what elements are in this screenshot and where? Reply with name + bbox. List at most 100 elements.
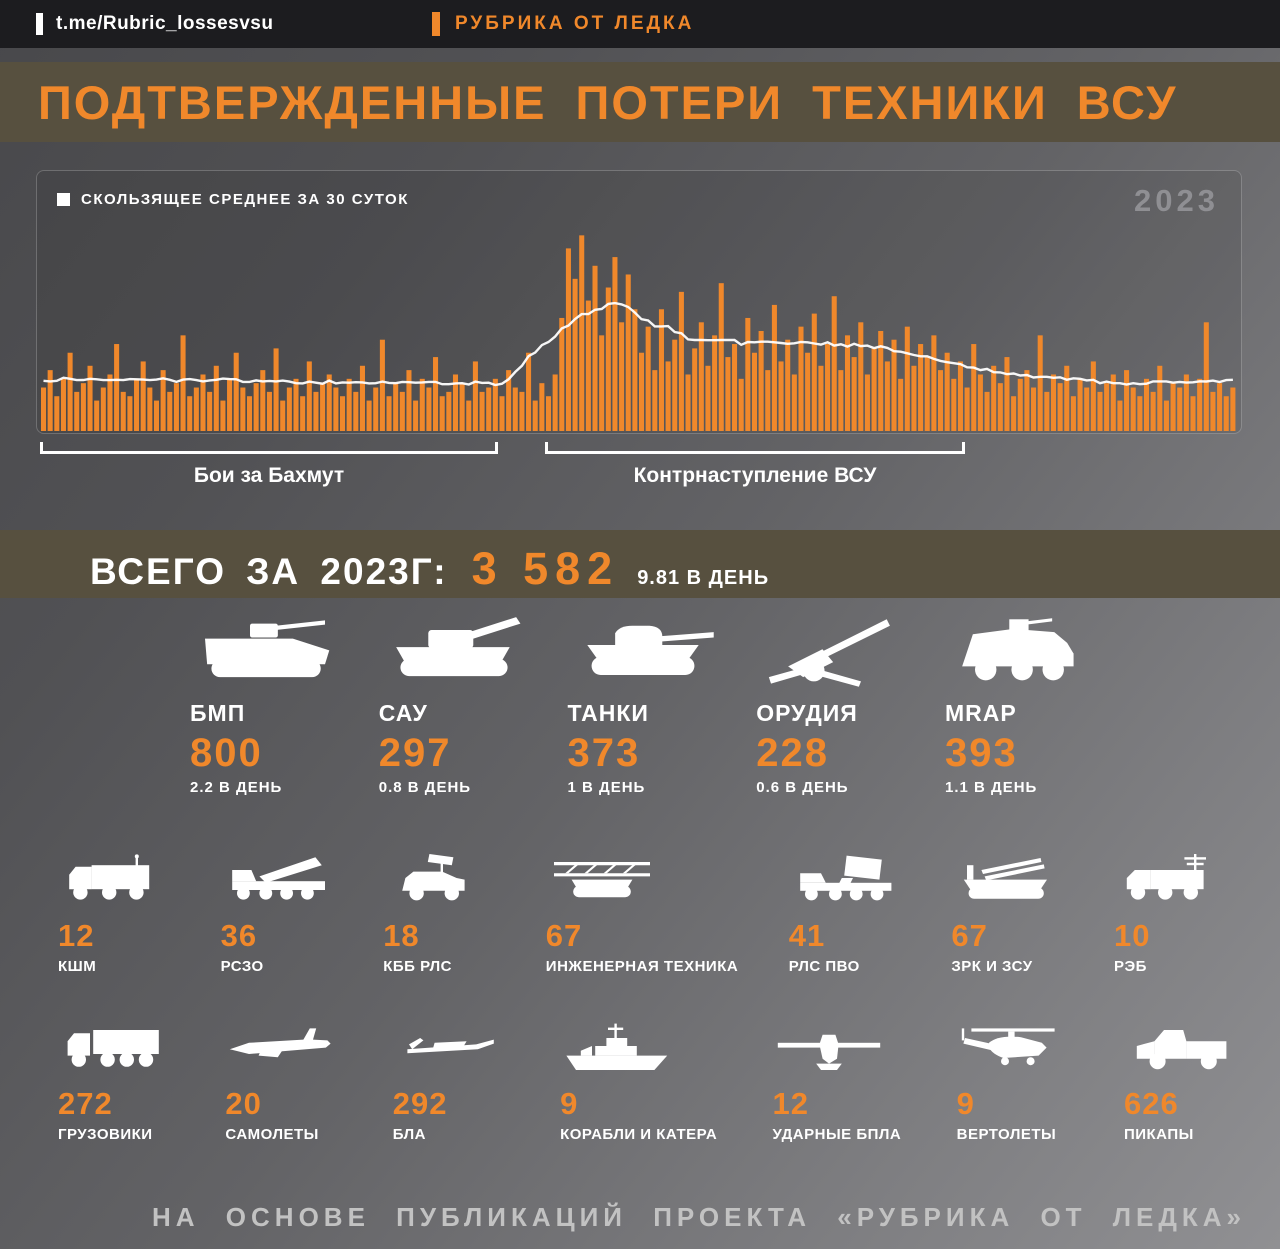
loss-bar: [127, 396, 133, 431]
loss-bar: [765, 370, 771, 431]
loss-bar: [738, 378, 744, 431]
loss-bar: [911, 365, 917, 431]
loss-bar: [572, 278, 578, 431]
loss-bar: [1163, 400, 1169, 431]
loss-bar: [864, 374, 870, 431]
total-summary-band: ВСЕГО ЗА 2023Г: 3 582 9.81 В ДЕНЬ: [0, 530, 1280, 598]
command-vehicle-icon: [58, 848, 170, 910]
loss-bar: [565, 248, 571, 431]
equipment-card: 20 САМОЛЕТЫ: [225, 1016, 337, 1143]
engineering-vehicle-icon: [546, 848, 658, 910]
loss-bar: [559, 317, 565, 431]
loss-bar: [1183, 374, 1189, 431]
equipment-count: 67: [951, 918, 988, 953]
equipment-row-1: БМП 800 2.2 В ДЕНЬ САУ 297 0.8 В ДЕНЬ ТАНКИ 373…: [190, 612, 1095, 796]
orange-bar-icon: [432, 12, 440, 36]
loss-bar: [785, 339, 791, 431]
loss-bar: [1084, 387, 1090, 431]
loss-bar: [399, 391, 405, 431]
loss-bar: [333, 387, 339, 431]
loss-bar: [678, 291, 684, 431]
loss-bar: [486, 387, 492, 431]
loss-bar: [459, 383, 465, 431]
equipment-per-day: 1.1 В ДЕНЬ: [945, 779, 1038, 796]
loss-bar: [944, 352, 950, 431]
loss-bar: [134, 378, 140, 431]
equipment-count: 373: [567, 731, 641, 775]
loss-bar: [1130, 387, 1136, 431]
daily-loss-bars: [41, 235, 1236, 431]
equipment-per-day: 1 В ДЕНЬ: [567, 779, 646, 796]
loss-bar: [419, 378, 425, 431]
loss-bar: [220, 400, 226, 431]
loss-bar: [585, 300, 591, 431]
equipment-name: ИНЖЕНЕРНАЯ ТЕХНИКА: [545, 958, 739, 975]
top-header-bar: t.me/Rubric_lossesvsu РУБРИКА ОТ ЛЕДКА: [0, 0, 1280, 48]
loss-bar: [147, 387, 153, 431]
loss-bar: [605, 287, 611, 431]
loss-bar: [712, 335, 718, 431]
loss-bar: [1190, 396, 1196, 431]
equipment-count: 41: [788, 918, 826, 953]
loss-bar: [592, 265, 598, 431]
loss-bar: [957, 361, 963, 431]
equipment-row-2: 12 КШМ 36 РСЗО 18 КББ РЛС 67 ИНЖЕНЕРНАЯ ТЕХНИКА…: [58, 848, 1226, 975]
loss-bar: [320, 383, 326, 431]
loss-bar: [340, 396, 346, 431]
loss-bar: [871, 348, 877, 431]
equipment-card: 36 РСЗО: [221, 848, 333, 975]
loss-bar: [187, 396, 193, 431]
white-bar-icon: [36, 13, 43, 35]
loss-bar: [300, 396, 306, 431]
loss-bar: [41, 387, 47, 431]
loss-bar: [1044, 391, 1050, 431]
counteroffensive-bracket: [545, 442, 965, 454]
loss-bar: [685, 374, 691, 431]
strike-drone-icon: [773, 1016, 885, 1078]
loss-bar: [140, 361, 146, 431]
equipment-card: БМП 800 2.2 В ДЕНЬ: [190, 612, 340, 796]
equipment-card: 12 УДАРНЫЕ БПЛА: [773, 1016, 902, 1143]
loss-bar: [599, 335, 605, 431]
equipment-count: 12: [772, 1086, 810, 1121]
equipment-card: 272 ГРУЗОВИКИ: [58, 1016, 170, 1143]
loss-bar: [213, 365, 219, 431]
loss-bar: [1230, 387, 1236, 431]
chart-legend: СКОЛЬЗЯЩЕЕ СРЕДНЕЕ ЗА 30 СУТОК: [57, 191, 409, 208]
equipment-per-day: 0.6 В ДЕНЬ: [756, 779, 849, 796]
loss-bar: [632, 309, 638, 431]
sam-icon: [951, 848, 1063, 910]
air-defense-radar-icon: [789, 848, 901, 910]
loss-bar: [193, 387, 199, 431]
equipment-count: 20: [225, 1086, 262, 1121]
loss-bar: [1057, 383, 1063, 431]
equipment-count: 12: [58, 918, 95, 953]
loss-bar: [758, 331, 764, 431]
loss-bar: [1143, 378, 1150, 431]
title-band: ПОДТВЕРЖДЕННЫЕ ПОТЕРИ ТЕХНИКИ ВСУ: [0, 62, 1280, 142]
loss-bar: [1064, 365, 1070, 431]
total-label: ВСЕГО ЗА 2023Г:: [90, 551, 448, 592]
loss-bar: [80, 383, 86, 431]
pickup-icon: [1124, 1016, 1236, 1078]
loss-bar: [227, 378, 233, 431]
loss-bar: [718, 283, 724, 431]
loss-bar: [233, 352, 239, 431]
loss-bar: [1037, 335, 1043, 431]
loss-bar: [1157, 365, 1163, 431]
loss-bar: [798, 326, 804, 431]
equipment-count: 393: [945, 731, 1018, 775]
loss-bar: [1024, 370, 1030, 431]
loss-bar: [326, 374, 332, 431]
loss-bar: [466, 400, 472, 431]
loss-bar: [751, 352, 758, 431]
loss-bar: [393, 383, 399, 431]
loss-bar: [1137, 396, 1143, 431]
loss-bar: [898, 378, 904, 431]
page-title: ПОДТВЕРЖДЕННЫЕ ПОТЕРИ ТЕХНИКИ ВСУ: [38, 75, 1178, 129]
tank-icon: [568, 612, 718, 690]
loss-bar: [280, 400, 286, 431]
loss-bar: [791, 374, 797, 431]
loss-bar: [938, 370, 944, 431]
equipment-count: 626: [1123, 1086, 1179, 1121]
